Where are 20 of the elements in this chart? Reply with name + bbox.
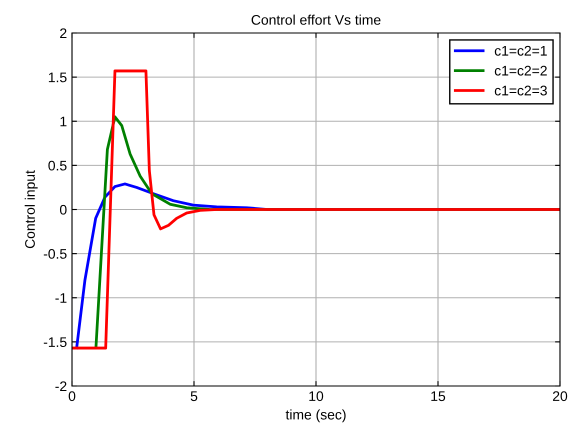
y-tick-label: 1 [60, 116, 66, 126]
legend-label: c1=c2=3 [494, 86, 547, 96]
legend-label: c1=c2=2 [494, 66, 547, 76]
y-tick-label: -1 [55, 293, 66, 303]
y-tick-label: 1.5 [48, 72, 67, 82]
y-tick-label: 2 [60, 28, 66, 38]
x-tick-label: 15 [431, 391, 446, 402]
x-tick-label: 10 [309, 391, 324, 402]
y-tick-label: 0.5 [48, 160, 67, 171]
y-tick-label: 0 [60, 204, 67, 215]
legend-label: c1=c2=1 [494, 46, 547, 56]
x-tick-label: 5 [190, 391, 198, 402]
x-axis-title: time (sec) [286, 409, 346, 422]
y-axis-title: Control input [24, 170, 38, 248]
chart-title: Control effort Vs time [252, 14, 380, 25]
y-tick-label: -0.5 [44, 248, 67, 259]
y-tick-label: -1.5 [44, 337, 67, 348]
x-tick-label: 20 [552, 391, 568, 402]
y-tick-label: -2 [55, 381, 66, 392]
x-tick-label: 0 [68, 391, 76, 402]
